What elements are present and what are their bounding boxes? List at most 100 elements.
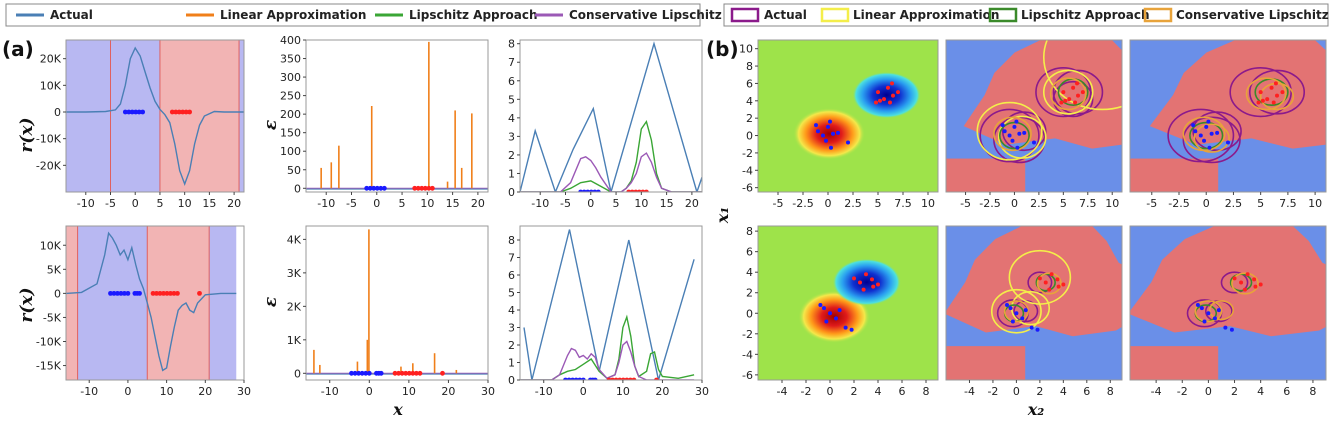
point-red: [1256, 100, 1261, 105]
x-tick-label: 8: [1309, 385, 1316, 398]
legend-a-label-actual: Actual: [50, 8, 93, 22]
plot-area: [66, 40, 244, 192]
x-tick-label: -2.5: [979, 197, 1000, 210]
point-red: [1049, 272, 1054, 277]
x-tick-label: 2: [851, 385, 858, 398]
bound-circle: [1193, 123, 1230, 153]
point-red: [1071, 85, 1076, 90]
bound-circle: [1049, 77, 1087, 111]
point-red: [610, 377, 615, 380]
y-tick-label: -5K: [43, 311, 62, 324]
point-blue: [129, 109, 135, 115]
point-blue: [1035, 327, 1040, 332]
plot-area: [520, 40, 702, 192]
point-red: [858, 280, 862, 285]
x-tick-label: -10: [80, 385, 98, 398]
point-blue: [849, 327, 854, 332]
region-red-lower: [1130, 158, 1219, 192]
series-conservative-lipschitz: [520, 152, 702, 192]
point-blue: [592, 189, 598, 192]
x-tick-label: 4: [875, 385, 882, 398]
bound-circle: [1052, 80, 1094, 118]
y-tick-label: 4: [746, 95, 753, 108]
point-blue: [818, 303, 823, 308]
point-blue: [837, 308, 842, 313]
x-tick-label: 4: [1257, 385, 1264, 398]
point-red: [429, 185, 435, 191]
point-blue: [814, 123, 818, 128]
point-blue: [1002, 129, 1007, 134]
x-tick-label: 5: [399, 197, 406, 210]
point-red: [1258, 90, 1263, 95]
y-tick-label: 1: [508, 357, 515, 370]
y-tick-label: 350: [280, 53, 301, 66]
x-tick-label: 10: [402, 385, 416, 398]
plot-frame: [945, 225, 1123, 381]
y-tick-label: -10K: [36, 336, 62, 349]
ylabel-eps-top: ε: [261, 120, 281, 130]
y-tick-label: 10K: [40, 79, 62, 92]
point-blue: [828, 119, 832, 124]
point-red: [169, 109, 175, 115]
legend-b-label-actual: Actual: [764, 8, 807, 22]
y-tick-label: 0: [508, 186, 515, 199]
point-red: [1265, 97, 1270, 102]
point-red: [1056, 284, 1061, 289]
x-tick-label: 0: [1011, 197, 1018, 210]
bound-circle: [998, 121, 1030, 150]
plot-frame: [1129, 39, 1327, 193]
point-red: [876, 90, 880, 95]
point-blue: [363, 370, 369, 376]
region-band-blue: [66, 40, 111, 192]
series-actual: [520, 41, 702, 192]
point-blue: [834, 316, 838, 321]
point-blue: [1202, 138, 1207, 143]
legend-b-swatch-lipschitz: [988, 7, 1018, 23]
xlabel-a: x: [392, 400, 403, 419]
region-band-blue: [110, 40, 160, 192]
y-tick-label: 200: [280, 108, 301, 121]
x-tick-label: 2.5: [1225, 197, 1243, 210]
y-tick-label: 300: [280, 71, 301, 84]
x-tick-label: 5: [1257, 197, 1264, 210]
x-tick-label: 10: [616, 385, 630, 398]
bound-circle: [997, 115, 1047, 159]
plot-frame: [519, 225, 703, 381]
point-blue: [1206, 311, 1211, 316]
point-red: [1037, 276, 1042, 281]
point-blue: [577, 377, 583, 380]
point-blue: [1029, 325, 1034, 330]
y-tick-label: 10: [739, 43, 753, 56]
chart-b-heat-bottom: -4 -2 0 2 4 6 8 -6 -4 -2 0 2 4 6 8: [742, 225, 939, 398]
bound-circle: [1192, 111, 1242, 152]
point-red: [626, 189, 632, 192]
legend-a: Actual Linear Approximation Lipschitz Ap…: [5, 3, 722, 27]
x-tick-label: 15: [660, 197, 674, 210]
y-tick-label: 3: [508, 322, 515, 335]
point-blue: [118, 290, 124, 296]
point-blue: [1207, 145, 1212, 150]
y-tick-label: -15K: [36, 360, 62, 373]
x-tick-label: 7.5: [894, 197, 912, 210]
point-red: [392, 370, 398, 376]
point-red: [176, 109, 182, 115]
legend-a-label-conservative: Conservative Lipschitz: [569, 8, 722, 22]
plot-background: [520, 226, 702, 380]
panel-label-b: (b): [706, 37, 739, 61]
ylabel-eps-bottom: ε: [261, 297, 281, 307]
point-red: [154, 290, 159, 296]
point-blue: [588, 189, 594, 192]
x-tick-label: 0: [825, 197, 832, 210]
bound-circle: [1220, 271, 1249, 294]
y-tick-label: 10K: [40, 239, 62, 252]
x-tick-label: -5: [560, 197, 571, 210]
point-red: [613, 377, 619, 380]
point-red: [1232, 276, 1237, 281]
point-red: [168, 290, 173, 296]
x-tick-label: 8: [923, 385, 930, 398]
y-tick-label: 0: [54, 106, 61, 119]
plot-area: [306, 226, 488, 380]
point-blue: [352, 370, 358, 376]
x-tick-label: 10: [420, 197, 434, 210]
ylabel-x1: x₁: [713, 207, 732, 225]
